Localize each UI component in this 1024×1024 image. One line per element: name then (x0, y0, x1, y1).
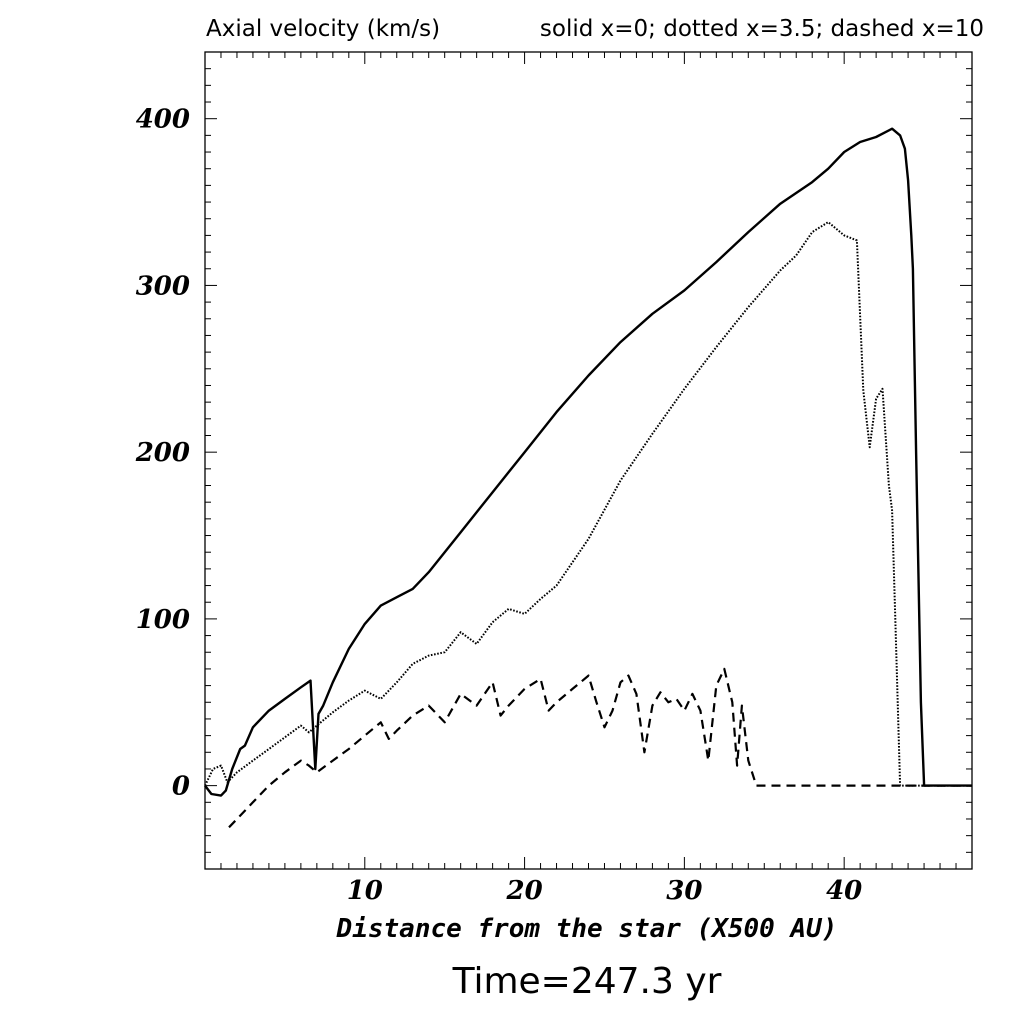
y-tick-label: 100 (136, 605, 190, 635)
x-tick-label: 40 (826, 876, 862, 906)
x-tick-label: 30 (666, 876, 702, 906)
series-line-dotted (204, 221, 972, 787)
y-tick-label: 0 (172, 772, 190, 802)
series-line-dashed (228, 667, 972, 829)
y-tick-label: 400 (136, 105, 190, 135)
plot-frame (204, 51, 973, 870)
x-axis-label: Distance from the star (X500 AU) (336, 914, 838, 944)
time-caption: Time=247.3 yr (452, 961, 722, 1002)
series-lines (204, 127, 972, 829)
axis-ticks (205, 52, 972, 869)
x-tick-labels: 10 20 30 40 (347, 876, 863, 906)
y-tick-label: 200 (135, 438, 190, 468)
header-right-legend: solid x=0; dotted x=3.5; dashed x=10 (540, 16, 984, 42)
y-tick-labels: 0 100 200 300 400 (135, 105, 190, 802)
y-tick-label: 300 (136, 271, 190, 301)
x-tick-label: 20 (505, 876, 542, 906)
x-tick-label: 10 (347, 876, 383, 906)
series-line-solid (204, 127, 972, 797)
header-left-title: Axial velocity (km/s) (206, 16, 440, 42)
